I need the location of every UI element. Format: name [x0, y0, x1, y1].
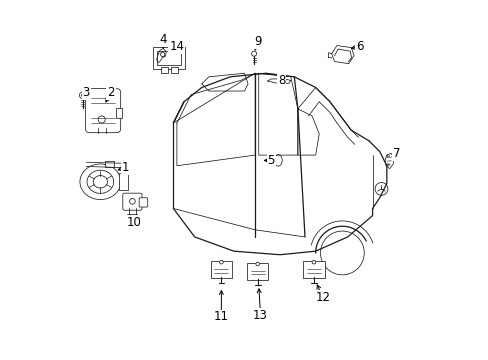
- Circle shape: [81, 94, 83, 96]
- FancyBboxPatch shape: [116, 108, 122, 118]
- FancyBboxPatch shape: [122, 193, 142, 210]
- FancyBboxPatch shape: [85, 89, 121, 133]
- FancyBboxPatch shape: [119, 173, 128, 190]
- Circle shape: [219, 260, 223, 264]
- FancyBboxPatch shape: [210, 261, 232, 278]
- Circle shape: [79, 92, 85, 99]
- Text: 4: 4: [159, 33, 167, 46]
- Ellipse shape: [80, 164, 121, 199]
- Text: 10: 10: [126, 216, 142, 229]
- FancyBboxPatch shape: [246, 263, 268, 280]
- FancyBboxPatch shape: [105, 161, 114, 167]
- FancyBboxPatch shape: [160, 67, 167, 72]
- Text: 12: 12: [315, 291, 329, 304]
- Text: 9: 9: [253, 35, 261, 48]
- Circle shape: [311, 260, 315, 264]
- Text: 14: 14: [169, 40, 184, 53]
- FancyBboxPatch shape: [303, 261, 324, 278]
- Text: 8: 8: [278, 74, 285, 87]
- FancyBboxPatch shape: [152, 47, 184, 69]
- Text: 7: 7: [392, 147, 400, 160]
- Circle shape: [255, 262, 259, 266]
- FancyBboxPatch shape: [139, 198, 147, 207]
- Circle shape: [251, 51, 256, 56]
- Text: 3: 3: [82, 86, 90, 99]
- Text: 1: 1: [122, 161, 129, 174]
- Text: 2: 2: [107, 86, 115, 99]
- Text: 11: 11: [213, 310, 228, 324]
- Text: 6: 6: [356, 40, 363, 53]
- Text: 5: 5: [267, 154, 274, 167]
- Text: 13: 13: [253, 309, 267, 322]
- FancyBboxPatch shape: [171, 67, 178, 72]
